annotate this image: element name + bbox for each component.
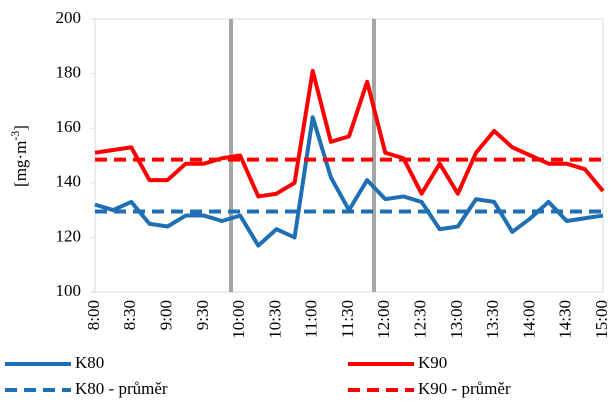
- x-tick-label: 8:00: [84, 300, 103, 330]
- y-tick-label: 120: [56, 226, 82, 245]
- legend-label: K90: [418, 353, 447, 372]
- series-line: [94, 68, 605, 199]
- legend-label: K80 - průměr: [75, 379, 168, 398]
- x-tick-label: 12:30: [410, 300, 429, 339]
- legend-label: K80: [75, 353, 104, 372]
- y-tick-label: 100: [56, 281, 82, 300]
- y-label-end: ]: [11, 125, 30, 131]
- y-label-sup: -3: [8, 131, 22, 141]
- x-tick-label: 9:30: [193, 300, 212, 330]
- y-axis-label: [mg·m-3]: [8, 125, 30, 187]
- x-tick-label: 13:00: [447, 300, 466, 339]
- y-tick-label: 160: [56, 117, 82, 136]
- y-label-text: [mg·m: [11, 141, 30, 187]
- x-tick-label: 9:00: [156, 300, 175, 330]
- x-tick-label: 10:30: [265, 300, 284, 339]
- x-tick-label: 14:30: [556, 300, 575, 339]
- x-tick-label: 10:00: [229, 300, 248, 339]
- y-tick-label: 200: [56, 8, 82, 27]
- y-tick-label: 140: [56, 172, 82, 191]
- x-tick-label: 12:00: [374, 300, 393, 339]
- x-tick-label: 14:00: [519, 300, 538, 339]
- x-tick-label: 11:30: [338, 300, 357, 338]
- plot-frame: [94, 18, 604, 293]
- x-tick-label: 11:00: [302, 300, 321, 338]
- x-tick-label: 13:30: [483, 300, 502, 339]
- legend-label: K90 - průměr: [418, 379, 511, 398]
- y-tick-label: 180: [56, 63, 82, 82]
- x-tick-label: 15:00: [592, 300, 611, 339]
- x-tick-label: 8:30: [120, 300, 139, 330]
